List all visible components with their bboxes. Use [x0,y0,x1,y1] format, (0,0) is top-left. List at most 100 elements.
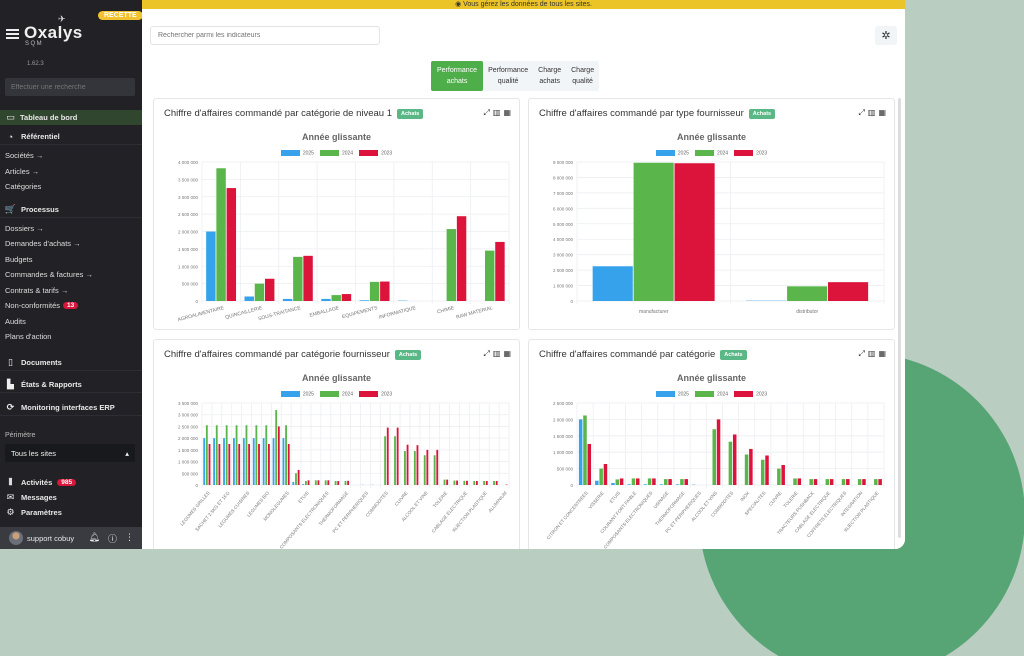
bar[interactable] [293,256,303,301]
sidebar-item-non-conformites[interactable]: Non-conformités 13 [5,301,79,310]
bar[interactable] [684,479,688,485]
bar[interactable] [493,481,495,485]
bar[interactable] [443,479,446,485]
bar[interactable] [295,473,297,485]
sidebar-item-activites[interactable]: ⦀ Activités 985 [5,477,77,487]
bar[interactable] [583,415,587,485]
bar[interactable] [643,484,648,485]
bar[interactable] [216,168,226,301]
bar[interactable] [749,448,753,485]
bar[interactable] [331,295,341,301]
bar[interactable] [394,436,396,485]
bar[interactable] [302,484,305,485]
bar[interactable] [297,470,300,485]
bar[interactable] [314,480,317,485]
bar[interactable] [603,464,608,485]
bar[interactable] [265,425,268,485]
bar[interactable] [712,429,716,485]
bar[interactable] [846,479,850,485]
bar[interactable] [592,266,633,301]
user-name[interactable]: support cobuy [27,533,75,543]
bar[interactable] [728,441,733,485]
bar[interactable] [287,444,290,485]
legend-item[interactable]: 2023 [359,391,392,397]
sidebar-item-societes[interactable]: Sociétés → [5,151,43,160]
bar[interactable] [495,241,505,301]
indicator-search-input[interactable] [150,26,380,45]
legend-item[interactable]: 2023 [359,150,392,156]
bar[interactable] [466,480,468,485]
bar[interactable] [344,481,347,485]
bar[interactable] [272,438,275,485]
bar[interactable] [233,438,235,485]
bar[interactable] [484,250,495,301]
bar[interactable] [595,480,599,485]
legend-item[interactable]: 2025 [655,391,689,397]
more-vertical-icon[interactable]: ⋮ [125,531,134,542]
bar[interactable] [396,427,399,485]
bar[interactable] [426,449,429,485]
bar[interactable] [463,480,466,485]
tab-performance-qualite[interactable]: Performance qualité [483,61,533,91]
bar[interactable] [359,300,370,301]
bar[interactable] [215,425,218,485]
expand-icon[interactable]: ⤢ [483,108,490,117]
bar[interactable] [587,444,592,485]
bar[interactable] [485,481,488,485]
bar-chart-icon[interactable]: ▥ [492,108,501,117]
avatar[interactable] [9,531,23,545]
bar[interactable] [275,410,278,485]
bar[interactable] [659,484,664,485]
expand-icon[interactable]: ⤢ [858,349,865,358]
bar[interactable] [416,445,419,485]
bar[interactable] [277,426,280,485]
bar[interactable] [862,479,866,485]
sidebar-section-referentiel[interactable]: ◔ Référentiel [0,129,142,145]
sidebar-section-processus[interactable]: 🛒 Processus [0,202,142,218]
bar[interactable] [809,479,813,485]
bar[interactable] [781,464,785,485]
bar[interactable] [244,296,254,301]
bar[interactable] [446,479,449,485]
bar[interactable] [680,479,684,485]
bar[interactable] [615,479,620,485]
table-icon[interactable]: ▦ [503,349,511,358]
bar[interactable] [473,481,476,485]
table-icon[interactable]: ▦ [503,108,511,117]
bar[interactable] [787,286,828,301]
menu-icon[interactable] [6,29,19,39]
bar[interactable] [245,425,248,485]
bar[interactable] [647,478,652,485]
bar[interactable] [744,454,749,485]
bar[interactable] [446,229,457,301]
bar[interactable] [262,438,265,485]
bar[interactable] [599,468,603,485]
bar[interactable] [813,479,818,485]
sidebar-item-dossiers[interactable]: Dossiers → [5,224,44,233]
bar[interactable] [716,419,721,485]
bar[interactable] [213,438,216,485]
bar[interactable] [765,455,769,485]
bar[interactable] [386,427,389,485]
sidebar-item-parametres[interactable]: ⚙ Paramètres [5,507,61,517]
bar[interactable] [347,480,350,485]
bar[interactable] [793,478,797,485]
expand-icon[interactable]: ⤢ [858,108,865,117]
sidebar-item-etats-rapports[interactable]: ▙ États & Rapports [0,377,142,393]
bar[interactable] [264,278,275,301]
bar[interactable] [337,481,340,485]
bar[interactable] [252,438,255,485]
bar[interactable] [483,481,486,485]
bar[interactable] [456,480,458,485]
bar[interactable] [403,451,406,485]
bar[interactable] [282,298,293,301]
bar[interactable] [254,283,265,301]
bar[interactable] [406,444,409,485]
bar[interactable] [675,484,680,485]
sidebar-item-categories[interactable]: Catégories [5,182,41,191]
legend-item[interactable]: 2024 [319,150,353,156]
bar[interactable] [238,444,241,485]
bar[interactable] [292,481,295,485]
bar[interactable] [203,438,206,485]
bar[interactable] [341,294,352,301]
